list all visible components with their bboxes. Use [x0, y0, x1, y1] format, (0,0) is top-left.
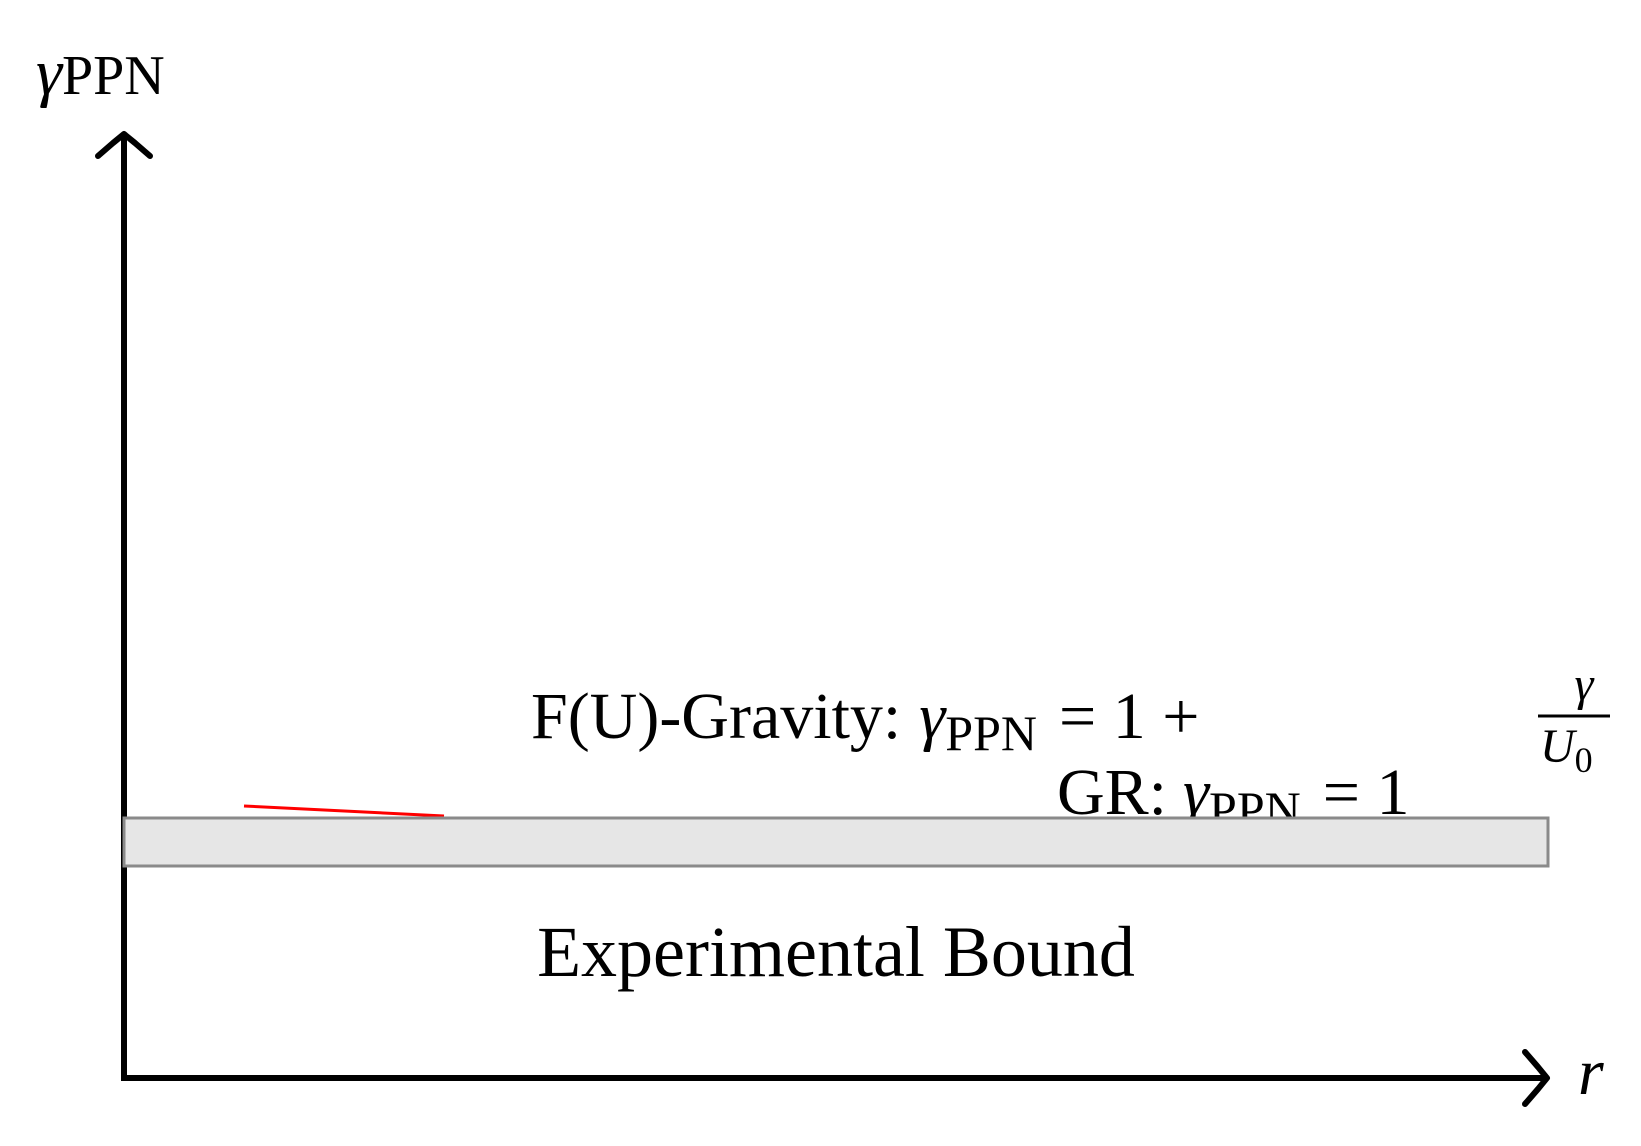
fraction-denominator: U0	[1540, 720, 1593, 780]
text-part: = 1 +	[1059, 680, 1199, 753]
fu-gravity-curve	[243, 804, 445, 818]
text-part: U	[1540, 720, 1578, 773]
fraction-numerator: γ	[1575, 658, 1595, 711]
text-part: γ	[919, 680, 947, 753]
text-part: γ	[36, 36, 64, 109]
y-axis-arrow	[95, 131, 153, 159]
experimental-band	[122, 816, 1550, 868]
y-axis-label: γPPN	[36, 36, 165, 109]
text-part: PPN	[945, 705, 1037, 761]
text-part: 0	[1575, 740, 1593, 780]
fu-gravity-label: F(U)-Gravity: γPPN = 1 +	[531, 680, 1199, 761]
text-part: F(U)-Gravity:	[531, 680, 901, 753]
text-part: PPN	[62, 45, 165, 107]
band-label: Experimental Bound	[537, 912, 1135, 992]
x-axis-arrow	[1522, 1049, 1550, 1107]
x-axis-label: r	[1578, 1036, 1604, 1109]
